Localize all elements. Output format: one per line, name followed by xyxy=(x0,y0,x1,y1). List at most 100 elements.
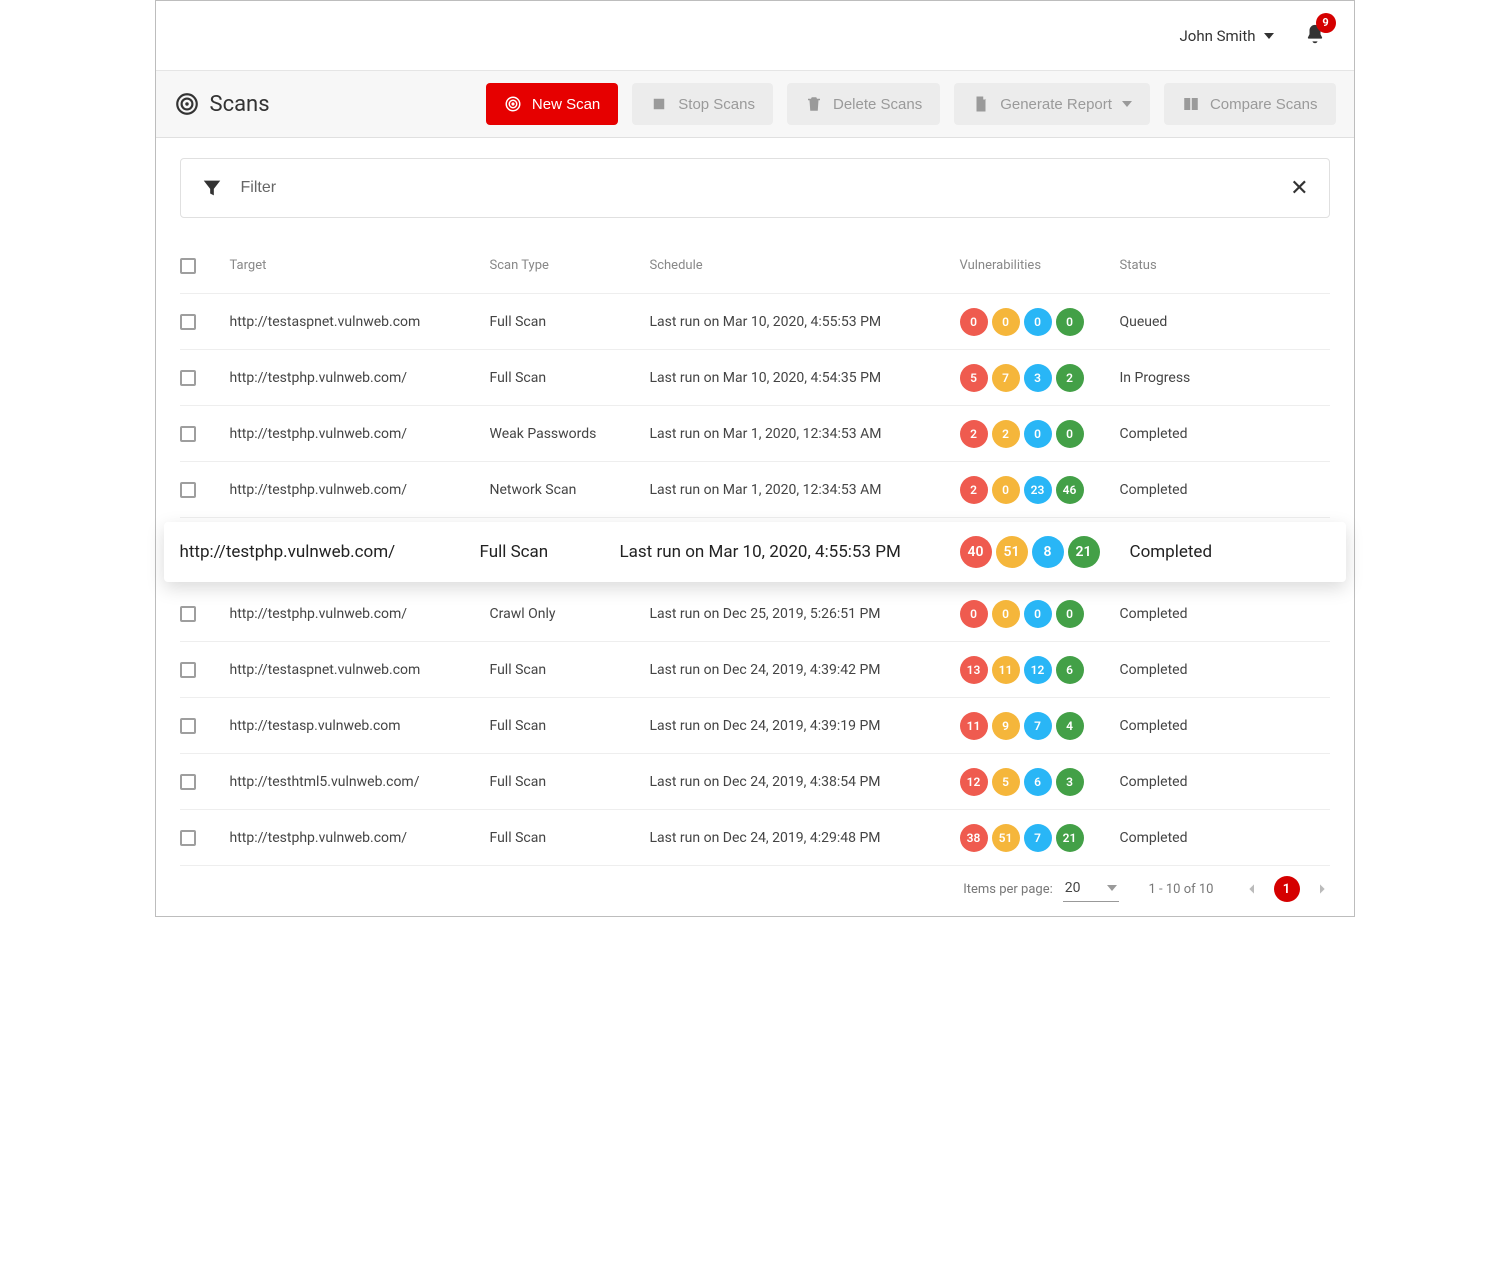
cell-status: Completed xyxy=(1120,482,1300,498)
row-checkbox[interactable] xyxy=(180,830,196,846)
items-per-page-value: 20 xyxy=(1065,880,1081,896)
current-page: 1 xyxy=(1274,876,1300,902)
table-row[interactable]: http://testaspnet.vulnweb.comFull ScanLa… xyxy=(180,294,1330,350)
cell-status: Completed xyxy=(1120,662,1300,678)
select-all-checkbox[interactable] xyxy=(180,258,196,274)
cell-scan-type: Full Scan xyxy=(490,314,650,330)
vuln-pill: 0 xyxy=(1056,308,1084,336)
cell-scan-type: Weak Passwords xyxy=(490,426,650,442)
vuln-pill: 0 xyxy=(1024,600,1052,628)
content: ✕ Target Scan Type Schedule Vulnerabilit… xyxy=(156,138,1354,916)
table-row[interactable]: http://testasp.vulnweb.comFull ScanLast … xyxy=(180,698,1330,754)
col-target: Target xyxy=(230,258,490,273)
toolbar: Scans New Scan Stop Scans Delete Scans G… xyxy=(156,71,1354,138)
cell-target: http://testphp.vulnweb.com/ xyxy=(230,482,490,498)
items-per-page-select[interactable]: 20 xyxy=(1063,877,1119,902)
cell-target: http://testasp.vulnweb.com xyxy=(230,718,490,734)
vuln-pill: 7 xyxy=(1024,824,1052,852)
document-icon xyxy=(972,95,990,113)
row-checkbox[interactable] xyxy=(180,482,196,498)
col-scan-type: Scan Type xyxy=(490,258,650,273)
cell-target: http://testphp.vulnweb.com/ xyxy=(230,426,490,442)
radar-icon xyxy=(504,95,522,113)
row-checkbox[interactable] xyxy=(180,314,196,330)
col-schedule: Schedule xyxy=(650,258,960,273)
vuln-pill: 21 xyxy=(1056,824,1084,852)
vuln-pill: 2 xyxy=(1056,364,1084,392)
table-row[interactable]: http://testphp.vulnweb.com/Network ScanL… xyxy=(180,462,1330,518)
cell-status: Completed xyxy=(1120,606,1300,622)
filter-input[interactable] xyxy=(241,179,1273,197)
vuln-pill: 0 xyxy=(992,600,1020,628)
cell-vulnerabilities: 3851721 xyxy=(960,824,1120,852)
vuln-pill: 2 xyxy=(960,476,988,504)
cell-status: Completed xyxy=(1120,426,1300,442)
table-row[interactable]: http://testphp.vulnweb.com/Weak Password… xyxy=(180,406,1330,462)
scans-table: Target Scan Type Schedule Vulnerabilitie… xyxy=(180,238,1330,866)
notifications-button[interactable]: 9 xyxy=(1304,23,1326,49)
funnel-icon xyxy=(201,177,223,199)
delete-scans-button[interactable]: Delete Scans xyxy=(787,83,940,125)
cell-scan-type: Full Scan xyxy=(480,542,620,562)
table-row[interactable]: http://testphp.vulnweb.com/Crawl OnlyLas… xyxy=(180,586,1330,642)
vuln-pill: 46 xyxy=(1056,476,1084,504)
row-checkbox[interactable] xyxy=(180,606,196,622)
vuln-pill: 0 xyxy=(992,476,1020,504)
table-row[interactable]: http://testphp.vulnweb.com/Full ScanLast… xyxy=(180,350,1330,406)
new-scan-button[interactable]: New Scan xyxy=(486,83,618,125)
clear-filter-button[interactable]: ✕ xyxy=(1290,176,1308,201)
top-bar: John Smith 9 xyxy=(156,1,1354,71)
cell-vulnerabilities: 12563 xyxy=(960,768,1120,796)
cell-vulnerabilities: 5732 xyxy=(960,364,1120,392)
row-checkbox[interactable] xyxy=(180,774,196,790)
compare-scans-button[interactable]: Compare Scans xyxy=(1164,83,1336,125)
vuln-pill: 7 xyxy=(992,364,1020,392)
row-checkbox[interactable] xyxy=(180,662,196,678)
cell-scan-type: Full Scan xyxy=(490,370,650,386)
next-page-button[interactable] xyxy=(1314,881,1330,897)
vuln-pill: 11 xyxy=(960,712,988,740)
caret-down-icon xyxy=(1122,101,1132,107)
cell-schedule: Last run on Dec 24, 2019, 4:39:19 PM xyxy=(650,718,960,734)
vuln-pill: 13 xyxy=(960,656,988,684)
compare-scans-label: Compare Scans xyxy=(1210,96,1318,113)
row-checkbox[interactable] xyxy=(180,718,196,734)
cell-status: In Progress xyxy=(1120,370,1300,386)
row-checkbox[interactable] xyxy=(180,370,196,386)
vuln-pill: 2 xyxy=(992,420,1020,448)
col-status: Status xyxy=(1120,258,1300,273)
cell-schedule: Last run on Mar 10, 2020, 4:55:53 PM xyxy=(620,542,960,562)
table-row[interactable]: http://testhtml5.vulnweb.com/Full ScanLa… xyxy=(180,754,1330,810)
cell-vulnerabilities: 2200 xyxy=(960,420,1120,448)
user-menu[interactable]: John Smith xyxy=(1180,27,1274,45)
vuln-pill: 5 xyxy=(960,364,988,392)
generate-report-label: Generate Report xyxy=(1000,96,1112,113)
vuln-pill: 9 xyxy=(992,712,1020,740)
caret-down-icon xyxy=(1107,885,1117,891)
page-title-wrap: Scans xyxy=(174,91,270,117)
cell-scan-type: Full Scan xyxy=(490,830,650,846)
table-row[interactable]: http://testphp.vulnweb.com/Full ScanLast… xyxy=(164,522,1346,582)
new-scan-label: New Scan xyxy=(532,96,600,113)
cell-schedule: Last run on Mar 10, 2020, 4:55:53 PM xyxy=(650,314,960,330)
prev-page-button[interactable] xyxy=(1244,881,1260,897)
cell-target: http://testphp.vulnweb.com/ xyxy=(230,370,490,386)
delete-scans-label: Delete Scans xyxy=(833,96,922,113)
cell-schedule: Last run on Dec 25, 2019, 5:26:51 PM xyxy=(650,606,960,622)
vuln-pill: 12 xyxy=(1024,656,1052,684)
cell-status: Completed xyxy=(1120,718,1300,734)
cell-schedule: Last run on Mar 10, 2020, 4:54:35 PM xyxy=(650,370,960,386)
vuln-pill: 5 xyxy=(992,768,1020,796)
filter-bar: ✕ xyxy=(180,158,1330,218)
table-row[interactable]: http://testphp.vulnweb.com/Full ScanLast… xyxy=(180,810,1330,866)
vuln-pill: 12 xyxy=(960,768,988,796)
row-checkbox[interactable] xyxy=(180,426,196,442)
compare-icon xyxy=(1182,95,1200,113)
stop-scans-button[interactable]: Stop Scans xyxy=(632,83,773,125)
table-row[interactable]: http://testaspnet.vulnweb.comFull ScanLa… xyxy=(180,642,1330,698)
generate-report-button[interactable]: Generate Report xyxy=(954,83,1150,125)
pagination-range: 1 - 10 of 10 xyxy=(1149,882,1214,897)
vuln-pill: 6 xyxy=(1024,768,1052,796)
vuln-pill: 0 xyxy=(1056,420,1084,448)
vuln-pill: 0 xyxy=(960,308,988,336)
